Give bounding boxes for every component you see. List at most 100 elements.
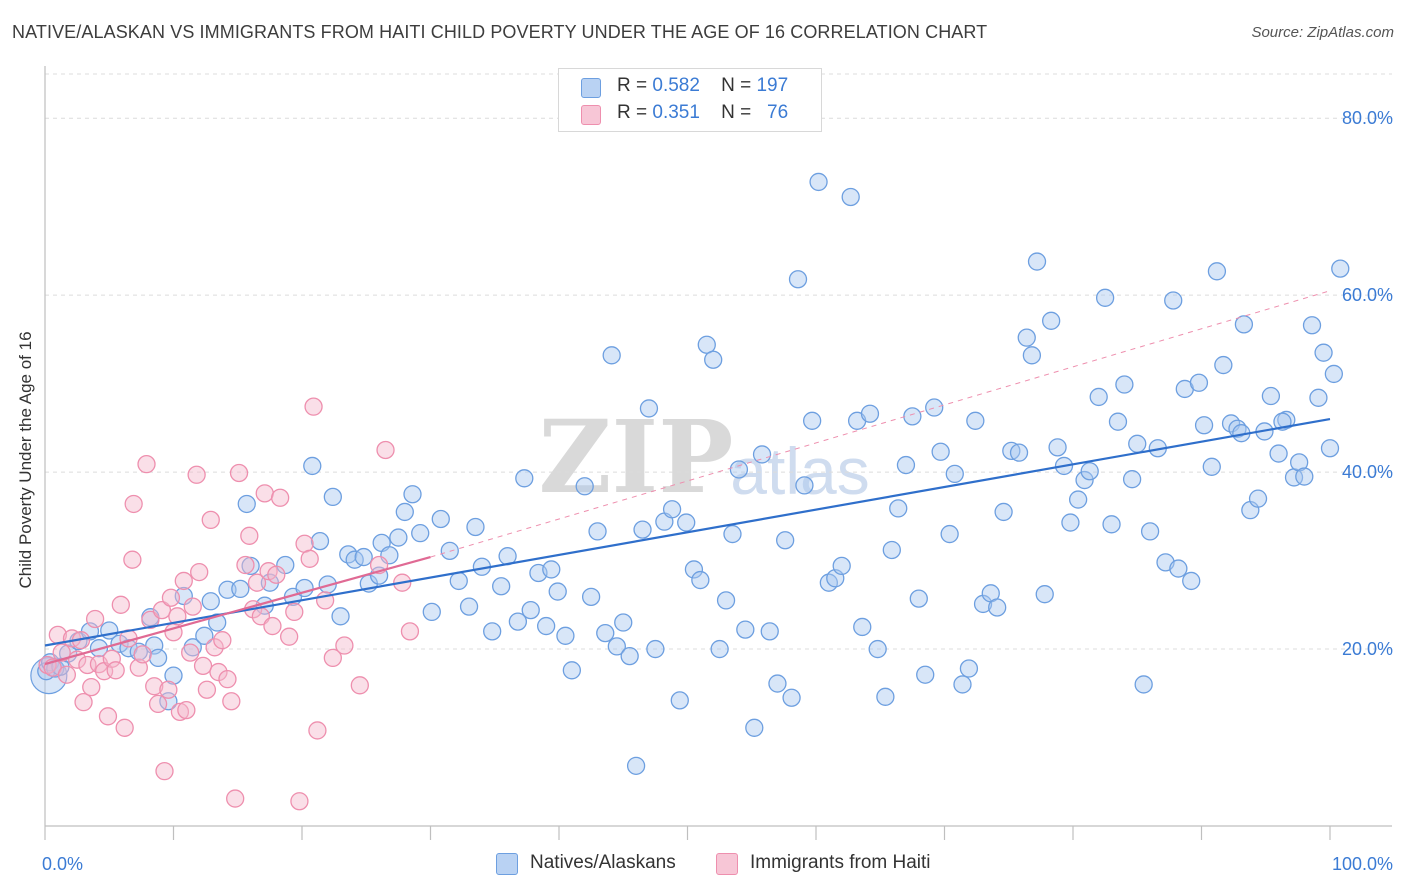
natives-point [1248,489,1268,508]
natives-point [148,648,168,668]
natives-point [1164,291,1183,310]
natives-point [483,622,502,641]
natives-point [691,570,710,590]
natives-point [1134,675,1153,694]
natives-point [994,502,1013,522]
haiti-point [123,550,142,569]
haiti-point [190,562,209,582]
natives-point [466,517,485,537]
natives-point [1095,288,1115,307]
natives-point [515,469,534,488]
natives-point [395,502,414,522]
natives-point [389,528,408,547]
natives-point [945,464,964,484]
natives-point [633,520,652,539]
natives-point [953,675,972,694]
haiti-point [145,677,164,696]
natives-point [1017,328,1036,347]
natives-point [1027,252,1047,271]
natives-point [959,659,979,678]
haiti-point [323,648,342,668]
haiti-point [111,595,130,614]
natives-point [575,477,594,496]
haiti-trendline [44,555,431,666]
y-tick-label: 20.0% [1342,639,1393,659]
stats-box: R = 0.582 N = 197 R = 0.351 N = 76 [558,68,822,132]
natives-point [422,602,441,622]
natives-point [1182,571,1201,591]
natives-point [1061,513,1080,532]
haiti-point [170,702,190,722]
haiti-point [218,669,237,689]
natives-point [588,522,607,541]
natives-point [1331,259,1350,278]
natives-point [620,646,639,666]
haiti-point [85,609,105,629]
natives-point [1089,387,1108,407]
natives-point [940,524,959,544]
watermark-zip: ZIP [539,398,734,516]
y-tick-label: 60.0% [1342,285,1393,305]
natives-point [508,612,528,631]
haiti-point [82,677,101,697]
natives-point [832,556,851,576]
natives-point [1068,490,1088,509]
haiti-r-label: R = [617,102,648,123]
haiti-point [197,680,217,699]
natives-point [662,500,682,519]
haiti-point [115,718,134,737]
haiti-trendline-extended [430,290,1331,558]
haiti-point [400,622,420,641]
natives-point [853,617,872,637]
natives-point [1302,316,1322,335]
natives-point [670,691,689,710]
legend-haiti-swatch [716,853,738,875]
natives-point [760,622,779,641]
haiti-point [174,571,193,591]
natives-point [916,665,935,684]
natives-point [889,499,908,518]
natives-point [1324,364,1344,384]
haiti-point [137,455,156,474]
chart-title: NATIVE/ALASKAN VS IMMIGRANTS FROM HAITI … [12,22,988,42]
haiti-point [106,661,125,680]
natives-point [723,524,742,544]
natives-point [1295,467,1314,486]
natives-point [218,580,237,599]
haiti-point [98,707,118,726]
natives-point [331,607,350,626]
haiti-n-value: 76 [767,102,789,123]
natives-point [925,398,944,417]
natives-point [1122,470,1142,489]
natives-point [626,756,646,775]
natives-point [684,560,704,579]
natives-swatch [581,78,601,98]
haiti-point [376,440,395,460]
natives-point [354,547,373,567]
natives-point [521,600,540,620]
natives-point [931,442,950,461]
haiti-point [308,721,327,740]
haiti-point [213,631,232,650]
natives-point [697,335,716,354]
natives-point [1314,343,1333,362]
haiti-point [255,484,274,503]
natives-point [537,616,556,636]
natives-point [1035,585,1054,604]
natives-point [966,411,985,430]
x-tick-label: 100.0% [1332,854,1393,874]
natives-point [768,674,787,693]
natives-point [431,509,450,529]
natives-point [729,460,749,479]
haiti-point [102,649,121,668]
haiti-point [201,510,220,530]
natives-point [795,476,814,495]
natives-point [1075,470,1094,490]
natives-point [459,597,479,616]
natives-point [1261,386,1281,406]
y-axis-label: Child Poverty Under the Age of 16 [16,331,35,589]
natives-point [860,404,880,423]
natives-point [237,494,256,514]
natives-point [1207,262,1227,281]
natives-trendline [44,417,1331,647]
